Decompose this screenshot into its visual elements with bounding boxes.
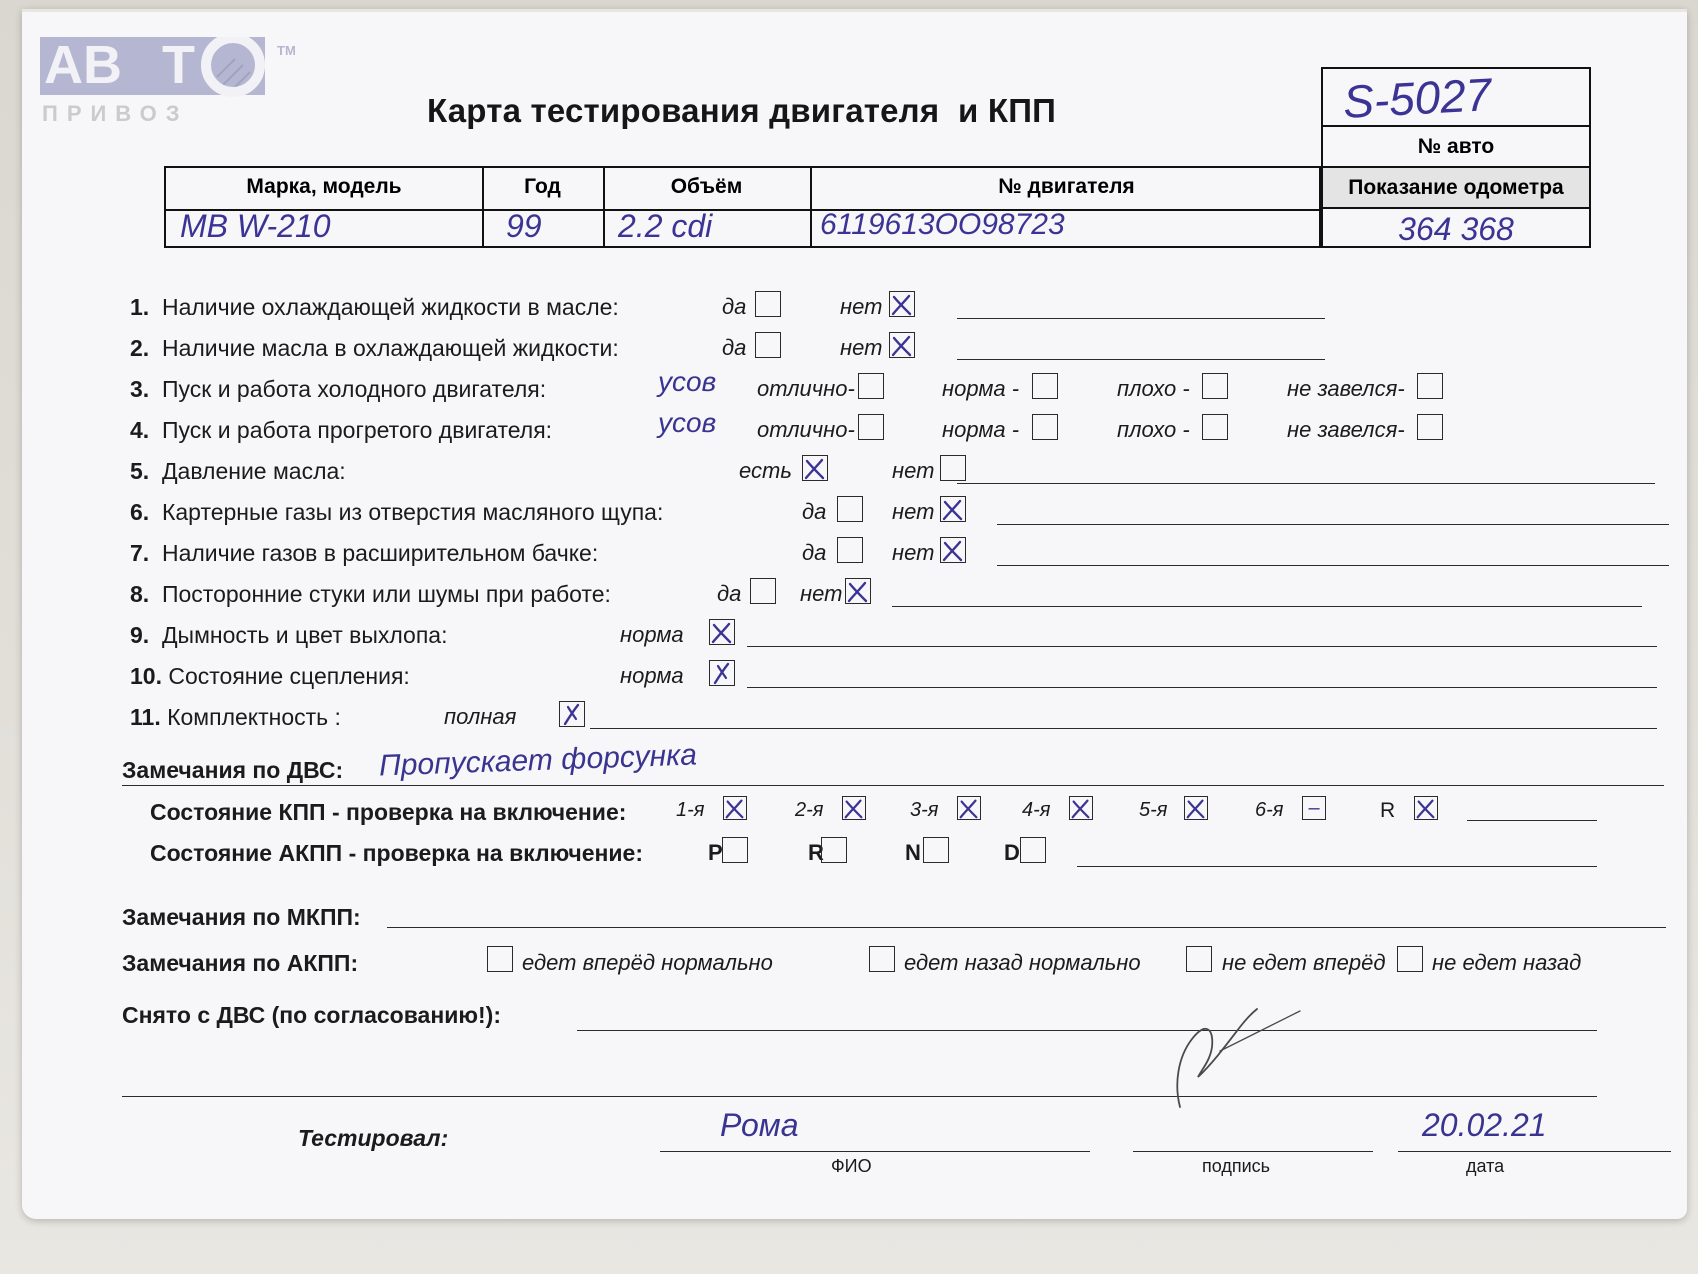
svg-text:T: T — [162, 37, 195, 95]
svg-text:AB: AB — [44, 37, 122, 95]
svg-text:ПРИВОЗ: ПРИВОЗ — [42, 101, 189, 126]
svg-text:TM: TM — [277, 43, 296, 58]
